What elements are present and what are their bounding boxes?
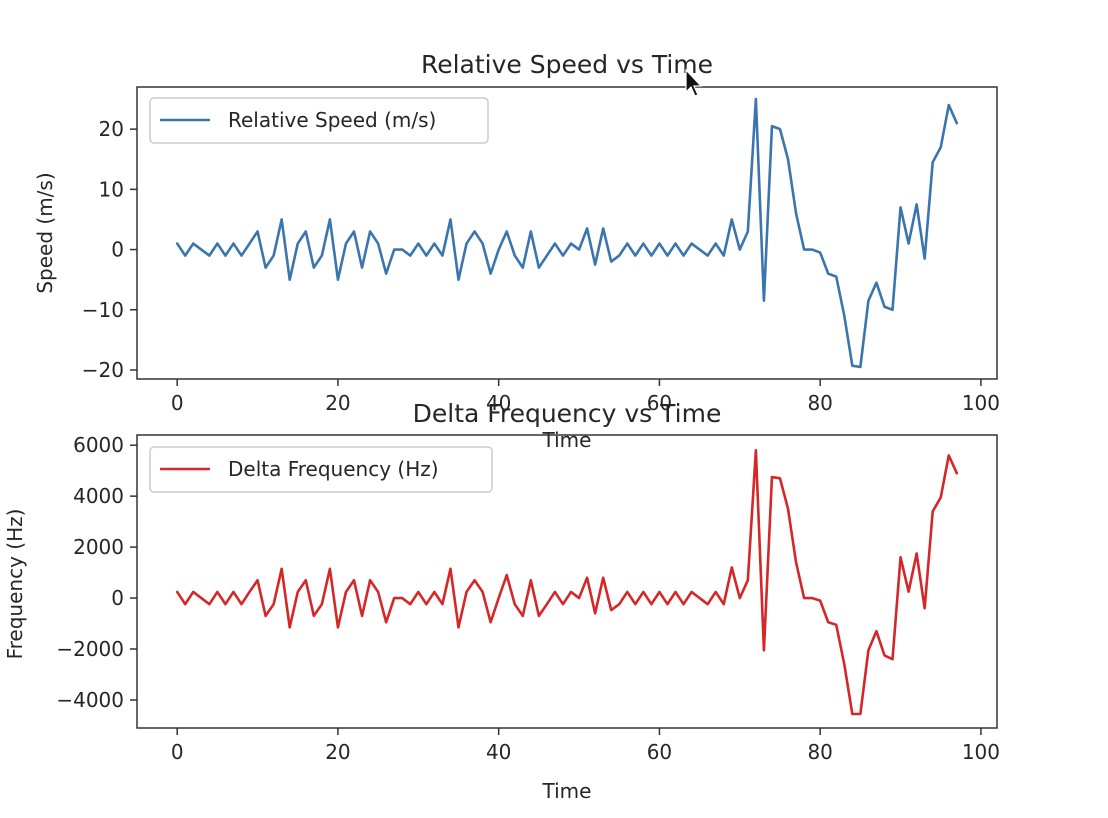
frequency-y-ticks: −4000 −2000 0 2000 4000 6000 [56,433,137,712]
frequency-y-tick-label: 0 [111,586,124,610]
speed-y-tick-label: −10 [82,298,124,322]
frequency-series-line [175,448,959,716]
speed-chart-title: Relative Speed vs Time [421,50,713,79]
frequency-legend-label: Delta Frequency (Hz) [228,457,439,481]
frequency-y-tick-label: −4000 [56,688,124,712]
frequency-series-layer [175,448,959,716]
frequency-legend-box [149,446,493,493]
frequency-y-tick-label: 4000 [73,484,124,508]
speed-plot-frame [136,86,998,380]
frequency-x-ticks: 0 20 40 60 80 100 [171,728,1000,764]
speed-y-tick-label: 20 [99,117,124,141]
speed-x-axis-label: Time [542,428,592,452]
frequency-x-axis-label: Time [542,779,592,803]
speed-y-tick-label: −20 [82,358,124,382]
speed-x-tick-label: 100 [962,391,1000,415]
speed-y-ticks: −20 −10 0 10 20 [82,117,137,382]
frequency-x-tick-label: 0 [171,740,184,764]
frequency-x-tick-label: 80 [807,740,832,764]
speed-legend-box [149,97,489,144]
frequency-x-tick-label: 60 [647,740,672,764]
frequency-x-tick-label: 20 [325,740,350,764]
frequency-y-tick-label: 6000 [73,433,124,457]
speed-series-line [175,97,959,369]
frequency-chart-title: Delta Frequency vs Time [413,399,722,428]
speed-y-axis-label: Speed (m/s) [33,172,57,293]
frequency-x-tick-label: 100 [962,740,1000,764]
speed-x-tick-label: 60 [647,391,672,415]
speed-x-tick-label: 0 [171,391,184,415]
frequency-y-tick-label: −2000 [56,637,124,661]
speed-y-tick-label: 0 [111,238,124,262]
speed-legend: Relative Speed (m/s) [149,97,489,144]
speed-x-tick-label: 40 [486,391,511,415]
speed-legend-label: Relative Speed (m/s) [228,108,436,132]
speed-chart: Relative Speed vs Time 0 20 40 60 80 100 −20−… [33,50,1000,452]
frequency-plot-frame [136,434,998,729]
speed-x-ticks: 0 20 40 60 80 100 [171,379,1000,415]
frequency-x-tick-label: 40 [486,740,511,764]
frequency-y-tick-label: 2000 [73,535,124,559]
speed-series-layer [175,97,959,369]
speed-x-tick-label: 20 [325,391,350,415]
frequency-legend: Delta Frequency (Hz) [149,446,493,493]
mouse-cursor-icon [685,68,703,97]
frequency-y-axis-label: Frequency (Hz) [3,509,27,660]
speed-y-tick-label: 10 [99,177,124,201]
frequency-chart: 0 20 40 60 80 100 −4000 −2000 0 2000 4000 6000 Tim… [3,399,1000,803]
speed-x-tick-label: 80 [807,391,832,415]
